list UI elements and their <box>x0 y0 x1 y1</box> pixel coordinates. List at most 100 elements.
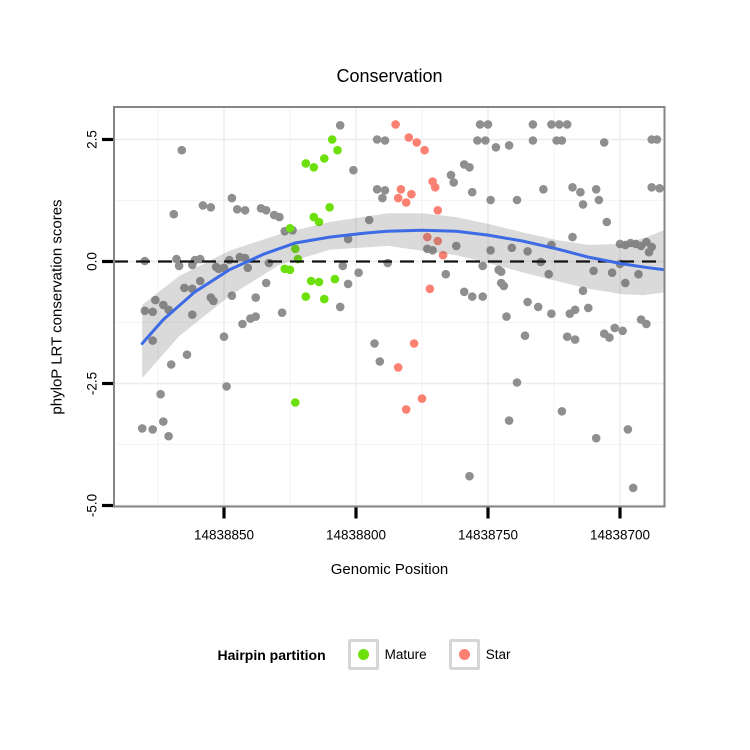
scatter-point-mature <box>301 292 311 301</box>
scatter-point-other <box>232 205 242 214</box>
scatter-point-star <box>438 250 448 260</box>
scatter-point-other <box>380 136 390 145</box>
scatter-point-other <box>539 185 548 194</box>
scatter-point-other <box>578 286 588 296</box>
scatter-point-other <box>166 360 176 369</box>
scatter-point-mature <box>314 277 324 287</box>
legend-label-mature: Mature <box>384 647 427 662</box>
scatter-point-other <box>148 336 157 345</box>
scatter-point-other <box>467 187 477 197</box>
scatter-point-other <box>452 241 461 251</box>
legend-dot-star <box>458 649 470 660</box>
scatter-point-mature <box>291 398 300 407</box>
scatter-point-other <box>544 269 553 279</box>
scatter-point-mature <box>333 145 342 155</box>
scatter-point-other <box>164 431 173 441</box>
scatter-point-other <box>507 243 517 253</box>
legend-key-star <box>448 639 480 670</box>
scatter-point-other <box>380 186 390 195</box>
scatter-point-mature <box>285 265 295 275</box>
scatter-point-other <box>148 307 157 317</box>
scatter-point-star <box>401 198 411 207</box>
scatter-point-other <box>172 254 181 264</box>
scatter-point-other <box>177 145 187 155</box>
scatter-point-other <box>354 268 363 278</box>
scatter-point-other <box>159 417 168 426</box>
scatter-point-other <box>655 184 664 193</box>
scatter-point-other <box>465 471 474 481</box>
scatter-point-other <box>623 425 633 434</box>
scatter-point-star <box>393 193 403 203</box>
scatter-point-other <box>502 312 511 321</box>
scatter-point-other <box>251 312 260 321</box>
scatter-point-other <box>459 287 469 297</box>
scatter-point-other <box>568 232 577 242</box>
scatter-point-other <box>634 269 643 279</box>
scatter-point-other <box>520 331 530 341</box>
scatter-point-other <box>528 136 538 145</box>
scatter-point-other <box>647 242 656 252</box>
legend-label-star: Star <box>485 647 511 662</box>
scatter-point-other <box>496 267 506 277</box>
scatter-point-star <box>396 185 406 194</box>
scatter-point-other <box>465 163 474 172</box>
scatter-point-other <box>446 170 456 180</box>
scatter-point-other <box>602 217 612 227</box>
scatter-point-other <box>618 326 627 336</box>
scatter-point-other <box>483 120 493 129</box>
scatter-point-star <box>423 232 432 242</box>
scatter-point-other <box>591 185 601 194</box>
x-axis-title: Genomic Position <box>330 561 449 578</box>
scatter-point-mature <box>301 159 311 168</box>
scatter-point-other <box>555 120 564 129</box>
scatter-point-other <box>198 201 208 210</box>
scatter-point-other <box>562 332 572 342</box>
scatter-point-mature <box>320 154 329 163</box>
scatter-point-other <box>343 279 353 289</box>
x-tick-label: 14838700 <box>590 528 650 543</box>
scatter-point-other <box>570 335 580 344</box>
scatter-point-other <box>206 203 216 212</box>
scatter-point-other <box>473 136 482 145</box>
scatter-point-star <box>407 189 416 199</box>
scatter-point-star <box>433 236 443 246</box>
scatter-point-other <box>375 357 385 366</box>
scatter-point-other <box>589 266 598 276</box>
scatter-point-other <box>219 263 229 273</box>
scatter-point-other <box>372 185 382 194</box>
scatter-point-other <box>383 258 393 268</box>
scatter-point-star <box>430 183 440 192</box>
scatter-point-other <box>652 135 662 144</box>
scatter-point-other <box>576 187 585 197</box>
legend-title: Hairpin partition <box>217 646 326 663</box>
confidence-band <box>142 213 665 379</box>
scatter-point-star <box>401 405 411 414</box>
scatter-point-star <box>391 120 400 129</box>
scatter-point-other <box>227 193 237 203</box>
scatter-point-other <box>533 302 543 312</box>
scatter-point-other <box>338 261 348 271</box>
scatter-point-other <box>504 416 514 425</box>
scatter-point-star <box>420 145 429 155</box>
scatter-point-mature <box>285 224 295 233</box>
scatter-point-other <box>621 278 630 288</box>
scatter-point-other <box>148 425 157 434</box>
scatter-point-other <box>528 120 538 129</box>
scatter-point-other <box>209 296 218 306</box>
scatter-point-other <box>174 261 184 271</box>
x-tick-label: 14838750 <box>458 528 518 543</box>
scatter-point-other <box>335 121 345 130</box>
scatter-point-other <box>486 246 495 255</box>
scatter-point-other <box>261 206 271 215</box>
x-tick-label: 14838850 <box>194 528 254 543</box>
legend: Hairpin partition Mature Star <box>0 639 750 670</box>
scatter-point-other <box>594 195 604 205</box>
scatter-point-other <box>449 178 459 187</box>
chart-title: Conservation <box>336 66 443 86</box>
scatter-point-other <box>441 269 451 279</box>
scatter-point-other <box>140 306 150 316</box>
scatter-point-other <box>227 291 237 301</box>
scatter-point-other <box>499 281 509 291</box>
scatter-point-other <box>372 135 382 144</box>
scatter-point-other <box>478 292 488 301</box>
